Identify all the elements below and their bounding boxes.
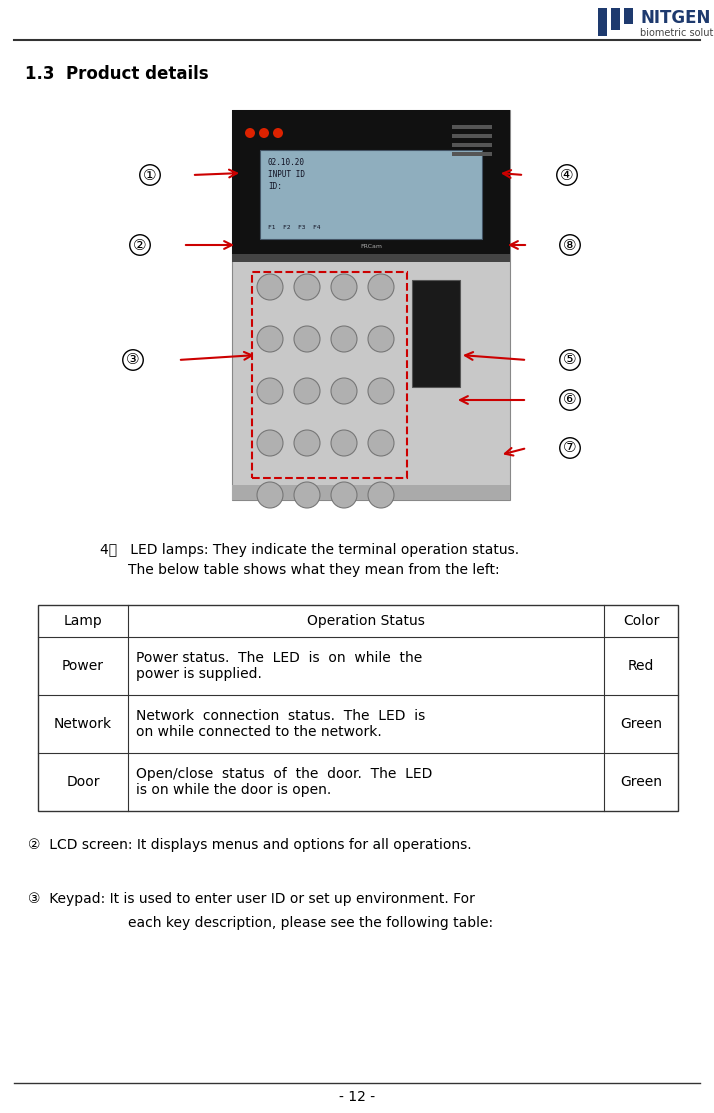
Text: INPUT ID: INPUT ID bbox=[268, 170, 305, 179]
Text: ②: ② bbox=[134, 237, 147, 253]
Bar bbox=[611, 8, 620, 30]
Circle shape bbox=[294, 378, 320, 404]
Bar bbox=[260, 150, 482, 239]
Text: on while connected to the network.: on while connected to the network. bbox=[136, 725, 382, 739]
Circle shape bbox=[368, 326, 394, 352]
Text: Lamp: Lamp bbox=[64, 614, 102, 628]
Bar bbox=[452, 152, 492, 156]
Text: NITGEN: NITGEN bbox=[640, 9, 710, 27]
Circle shape bbox=[257, 274, 283, 301]
Text: Power status.  The  LED  is  on  while  the: Power status. The LED is on while the bbox=[136, 651, 422, 664]
Circle shape bbox=[257, 482, 283, 508]
Bar bbox=[232, 485, 510, 500]
Bar bbox=[232, 110, 510, 500]
Circle shape bbox=[331, 326, 357, 352]
Text: ③  Keypad: It is used to enter user ID or set up environment. For: ③ Keypad: It is used to enter user ID or… bbox=[28, 892, 475, 906]
Text: - 12 -: - 12 - bbox=[339, 1090, 375, 1104]
Text: 4．   LED lamps: They indicate the terminal operation status.: 4． LED lamps: They indicate the terminal… bbox=[100, 543, 519, 556]
Bar bbox=[598, 8, 607, 36]
Text: Network: Network bbox=[54, 717, 112, 731]
Text: each key description, please see the following table:: each key description, please see the fol… bbox=[128, 916, 493, 930]
Text: FRCam: FRCam bbox=[360, 244, 382, 249]
Circle shape bbox=[368, 274, 394, 301]
Text: Red: Red bbox=[628, 659, 654, 673]
Circle shape bbox=[257, 378, 283, 404]
Text: ⑦: ⑦ bbox=[563, 441, 577, 455]
Circle shape bbox=[294, 430, 320, 456]
Text: ID:: ID: bbox=[268, 183, 282, 191]
Text: 02.10.20: 02.10.20 bbox=[268, 158, 305, 167]
Circle shape bbox=[257, 326, 283, 352]
Text: ⑥: ⑥ bbox=[563, 393, 577, 407]
Bar bbox=[452, 125, 492, 129]
Circle shape bbox=[294, 482, 320, 508]
Text: ④: ④ bbox=[560, 167, 574, 183]
Bar bbox=[38, 605, 678, 811]
Circle shape bbox=[331, 274, 357, 301]
Text: power is supplied.: power is supplied. bbox=[136, 667, 262, 681]
Text: 1.3  Product details: 1.3 Product details bbox=[25, 65, 208, 83]
Text: ⑤: ⑤ bbox=[563, 353, 577, 367]
Bar bbox=[452, 134, 492, 138]
Circle shape bbox=[368, 482, 394, 508]
Text: Green: Green bbox=[620, 717, 662, 731]
Text: Power: Power bbox=[62, 659, 104, 673]
Circle shape bbox=[294, 274, 320, 301]
Text: ⑧: ⑧ bbox=[563, 237, 577, 253]
Circle shape bbox=[273, 128, 283, 138]
Circle shape bbox=[294, 326, 320, 352]
Text: biometric solutions: biometric solutions bbox=[640, 28, 714, 38]
Text: Operation Status: Operation Status bbox=[307, 614, 425, 628]
Bar bbox=[252, 272, 407, 477]
Text: Door: Door bbox=[66, 775, 100, 789]
Circle shape bbox=[368, 430, 394, 456]
Text: is on while the door is open.: is on while the door is open. bbox=[136, 784, 331, 797]
Circle shape bbox=[259, 128, 269, 138]
Bar bbox=[232, 110, 510, 254]
Text: Color: Color bbox=[623, 614, 659, 628]
Text: F1  F2  F3  F4: F1 F2 F3 F4 bbox=[268, 225, 321, 230]
Bar bbox=[624, 8, 633, 24]
Circle shape bbox=[331, 378, 357, 404]
Circle shape bbox=[331, 482, 357, 508]
Text: ②  LCD screen: It displays menus and options for all operations.: ② LCD screen: It displays menus and opti… bbox=[28, 838, 472, 851]
Text: ①: ① bbox=[144, 167, 157, 183]
Text: The below table shows what they mean from the left:: The below table shows what they mean fro… bbox=[128, 563, 500, 577]
Circle shape bbox=[331, 430, 357, 456]
Circle shape bbox=[245, 128, 255, 138]
Text: ③: ③ bbox=[126, 353, 140, 367]
Text: Open/close  status  of  the  door.  The  LED: Open/close status of the door. The LED bbox=[136, 767, 433, 781]
Text: Network  connection  status.  The  LED  is: Network connection status. The LED is bbox=[136, 709, 426, 723]
Circle shape bbox=[368, 378, 394, 404]
Bar bbox=[412, 280, 460, 387]
Bar bbox=[232, 254, 510, 262]
Text: Green: Green bbox=[620, 775, 662, 789]
Circle shape bbox=[257, 430, 283, 456]
Bar bbox=[452, 142, 492, 147]
